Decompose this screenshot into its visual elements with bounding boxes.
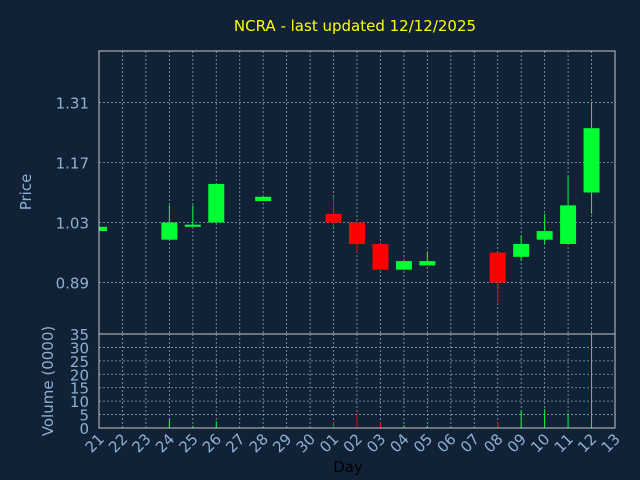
candle-body bbox=[184, 224, 201, 227]
x-tick-label: 07 bbox=[457, 430, 483, 456]
candle-body bbox=[161, 222, 178, 240]
candle-body bbox=[325, 213, 342, 223]
x-tick-label: 08 bbox=[480, 430, 506, 456]
volume-tick-label: 15 bbox=[70, 380, 89, 398]
x-tick-label: 04 bbox=[387, 430, 413, 456]
x-tick-label: 09 bbox=[504, 430, 530, 456]
candle-body bbox=[395, 261, 412, 270]
price-tick-label: 1.03 bbox=[56, 215, 89, 233]
x-tick-label: 27 bbox=[222, 430, 248, 456]
x-tick-label: 22 bbox=[105, 430, 131, 456]
x-tick-label: 28 bbox=[246, 430, 272, 456]
x-tick-label: 06 bbox=[433, 430, 459, 456]
price-tick-label: 1.31 bbox=[56, 94, 89, 112]
candle-body bbox=[489, 252, 506, 283]
candle-body bbox=[583, 128, 600, 193]
x-tick-label: 13 bbox=[598, 430, 624, 456]
x-tick-label: 29 bbox=[269, 430, 295, 456]
candle-body bbox=[349, 222, 365, 244]
volume-tick-label: 10 bbox=[70, 393, 89, 411]
x-tick-label: 30 bbox=[293, 430, 319, 456]
candle-body bbox=[560, 205, 577, 244]
x-axis-label: Day bbox=[333, 458, 363, 476]
price-tick-label: 0.89 bbox=[56, 275, 89, 293]
x-tick-label: 02 bbox=[340, 430, 366, 456]
candle-body bbox=[513, 243, 530, 257]
candle-body bbox=[536, 231, 553, 240]
volume-tick-label: 5 bbox=[79, 407, 89, 425]
volume-axis-label: Volume (0000) bbox=[39, 326, 57, 436]
price-tick-labels: 1.31 1.17 1.03 0.89 bbox=[56, 94, 89, 292]
x-tick-label: 11 bbox=[551, 430, 577, 456]
price-grid bbox=[99, 51, 615, 334]
plot-frames bbox=[98, 50, 616, 429]
price-tick-label: 1.17 bbox=[56, 154, 89, 172]
volume-frame bbox=[98, 333, 616, 429]
candle-body bbox=[99, 226, 107, 232]
price-axis-label: Price bbox=[17, 174, 35, 211]
x-tick-label: 10 bbox=[527, 430, 553, 456]
x-tick-label: 25 bbox=[175, 430, 201, 456]
volume-tick-label: 25 bbox=[70, 353, 89, 371]
x-tick-label: 03 bbox=[363, 430, 389, 456]
chart-title: NCRA - last updated 12/12/2025 bbox=[234, 17, 476, 35]
volume-bars bbox=[98, 334, 593, 428]
volume-tick-label: 30 bbox=[70, 339, 89, 357]
x-tick-label: 24 bbox=[152, 430, 178, 456]
candles bbox=[98, 102, 600, 304]
x-tick-labels: 2122232425262728293001020304050607080910… bbox=[82, 430, 624, 456]
volume-tick-label: 20 bbox=[70, 366, 89, 384]
x-tick-label: 05 bbox=[410, 430, 436, 456]
x-tick-label: 26 bbox=[199, 430, 225, 456]
candle-body bbox=[372, 243, 389, 270]
volume-tick-label: 35 bbox=[70, 326, 89, 344]
candle-body bbox=[255, 196, 272, 202]
x-tick-label: 01 bbox=[316, 430, 342, 456]
volume-tick-label: 0 bbox=[79, 420, 89, 438]
candle-body bbox=[419, 261, 436, 266]
x-tick-label: 23 bbox=[129, 430, 155, 456]
candle-body bbox=[208, 183, 225, 223]
x-tick-label: 12 bbox=[574, 430, 600, 456]
